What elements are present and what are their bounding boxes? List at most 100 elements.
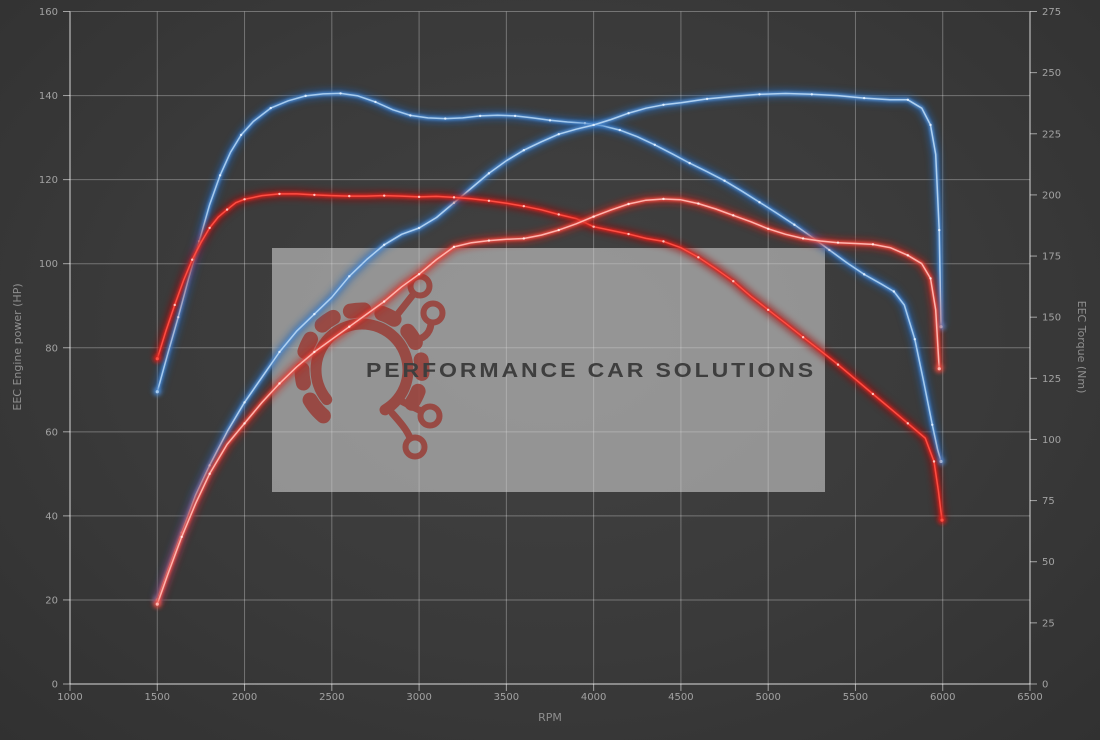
data-point-marker (906, 98, 910, 101)
x-tick-label: 4500 (668, 692, 693, 703)
data-point-marker (705, 97, 709, 101)
data-point-marker (627, 202, 630, 206)
data-point-marker (871, 243, 875, 246)
data-point-marker (382, 243, 386, 246)
data-point-marker (758, 93, 761, 96)
data-point-marker (906, 254, 910, 257)
data-point-marker (836, 241, 840, 244)
data-point-marker (723, 179, 726, 182)
left-tick-label: 0 (52, 680, 58, 691)
y-axis-right-title: EEC Torque (Nm) (1075, 301, 1088, 394)
x-tick-label: 6000 (930, 692, 955, 703)
data-point-marker (913, 337, 916, 341)
data-point-marker (862, 273, 866, 276)
data-point-marker (653, 143, 656, 146)
data-point-marker (513, 114, 517, 118)
data-point-marker (339, 92, 342, 95)
right-tick-label: 25 (1042, 618, 1055, 629)
data-point-marker (313, 350, 316, 354)
data-point-marker (444, 117, 447, 120)
data-point-marker (452, 245, 456, 249)
data-point-marker (278, 382, 281, 385)
axes: 0 20 40 60 80 100 120 140 160 0 25 50 75 100 125 150 175… (39, 7, 1061, 703)
data-point-marker (592, 225, 595, 228)
data-point-marker (793, 223, 796, 226)
data-point-marker (758, 201, 761, 204)
data-point-marker (929, 277, 932, 280)
x-tick-label: 6500 (1017, 692, 1042, 703)
data-point-marker (180, 535, 183, 539)
left-tick-label: 40 (45, 511, 58, 522)
right-tick-label: 275 (1042, 7, 1061, 18)
data-point-marker (801, 237, 805, 240)
data-point-marker (417, 272, 421, 276)
data-point-marker (243, 401, 246, 404)
data-point-marker (313, 312, 316, 316)
data-point-marker (208, 472, 211, 476)
data-point-marker (190, 258, 194, 261)
data-point-marker (627, 232, 630, 236)
watermark-text: PERFORMANCE CAR SOLUTIONS (366, 360, 816, 382)
data-point-marker (522, 149, 526, 152)
left-tick-label: 60 (45, 427, 58, 438)
left-tick-label: 120 (39, 175, 58, 186)
data-point-marker (487, 199, 491, 202)
data-point-marker (662, 197, 665, 201)
right-tick-label: 150 (1042, 313, 1061, 324)
curve-end-point (940, 518, 944, 522)
watermark-box (272, 248, 825, 492)
left-tick-label: 80 (45, 343, 58, 354)
data-point-marker (208, 226, 211, 230)
right-tick-label: 0 (1042, 680, 1048, 691)
x-tick-label: 2000 (232, 692, 257, 703)
data-point-marker (417, 226, 421, 230)
right-tick-label: 125 (1042, 374, 1061, 385)
data-point-marker (278, 350, 281, 354)
curve-core (156, 92, 942, 601)
right-tick-label: 100 (1042, 435, 1061, 446)
right-tick-label: 175 (1042, 252, 1061, 263)
data-point-marker (478, 114, 482, 118)
curve-power-tuned-blue (153, 89, 946, 604)
data-point-marker (177, 315, 180, 319)
right-tick-label: 75 (1042, 496, 1055, 507)
x-tick-label: 1000 (57, 692, 82, 703)
data-point-marker (938, 228, 941, 232)
data-point-marker (697, 256, 700, 259)
data-point-marker (931, 423, 934, 426)
data-point-marker (592, 215, 595, 218)
data-point-marker (618, 128, 622, 132)
data-point-marker (662, 103, 665, 107)
y-axis-left-title: EEC Engine power (HP) (11, 283, 24, 410)
data-point-marker (732, 280, 735, 283)
data-point-marker (929, 123, 932, 127)
data-point-marker (269, 106, 272, 110)
data-point-marker (225, 208, 229, 211)
data-point-marker (828, 248, 831, 252)
curve-end-point (155, 357, 159, 361)
data-point-marker (871, 392, 875, 396)
right-tick-label: 250 (1042, 68, 1061, 79)
left-tick-label: 140 (39, 91, 58, 102)
data-point-marker (243, 198, 246, 201)
data-point-marker (374, 100, 377, 104)
data-point-marker (487, 239, 491, 242)
data-point-marker (382, 300, 386, 303)
data-point-marker (557, 213, 560, 216)
data-point-marker (522, 237, 526, 240)
data-point-marker (417, 195, 421, 199)
right-tick-label: 225 (1042, 129, 1061, 140)
data-point-marker (592, 123, 595, 127)
data-point-marker (452, 201, 456, 204)
data-point-marker (810, 93, 814, 96)
data-point-marker (239, 133, 243, 137)
curve-torque-stock-red (152, 189, 947, 525)
data-point-marker (892, 290, 896, 293)
data-point-marker (801, 336, 805, 339)
x-tick-label: 4000 (581, 692, 606, 703)
data-point-marker (452, 196, 456, 199)
data-point-marker (557, 133, 560, 136)
data-point-marker (409, 114, 412, 117)
data-point-marker (862, 96, 866, 100)
